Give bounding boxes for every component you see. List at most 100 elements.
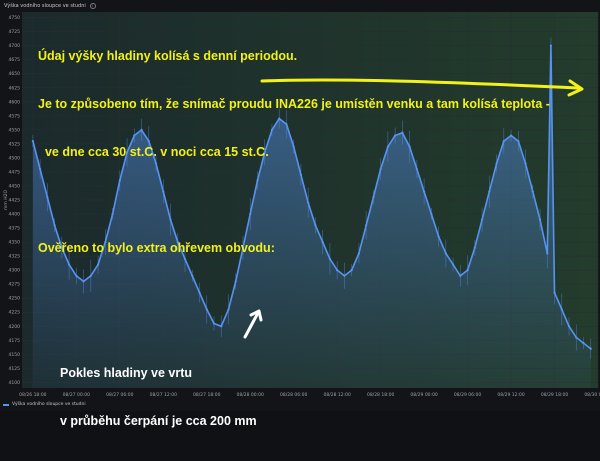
- data-point[interactable]: [524, 162, 527, 165]
- white-arrow: [243, 311, 260, 339]
- data-point[interactable]: [234, 280, 237, 283]
- yellow-arrow: [260, 78, 580, 90]
- data-point[interactable]: [495, 162, 498, 165]
- data-point[interactable]: [241, 246, 245, 249]
- note-line: Ověřeno to bylo extra ohřevem obvodu:: [38, 241, 275, 255]
- data-point[interactable]: [118, 179, 121, 182]
- data-point[interactable]: [401, 131, 404, 134]
- data-point[interactable]: [321, 240, 324, 244]
- data-point[interactable]: [423, 190, 426, 193]
- data-point[interactable]: [162, 190, 165, 193]
- y-tick-label: 4650: [9, 71, 21, 77]
- data-point[interactable]: [502, 139, 505, 143]
- x-tick-label: 08/29 06:00: [454, 392, 482, 398]
- data-point[interactable]: [176, 240, 179, 244]
- data-point[interactable]: [89, 274, 92, 277]
- data-point[interactable]: [67, 263, 71, 266]
- legend[interactable]: Výška vodního sloupce ve studni: [3, 402, 86, 407]
- note-line: ​: [38, 192, 550, 208]
- data-point[interactable]: [75, 274, 78, 277]
- data-point[interactable]: [278, 117, 281, 120]
- data-point[interactable]: [336, 269, 339, 272]
- data-point[interactable]: [39, 168, 42, 171]
- data-point[interactable]: [546, 252, 549, 255]
- annotation-arrows: [243, 78, 584, 339]
- white-arrow-head: [249, 309, 263, 322]
- data-point[interactable]: [560, 308, 563, 311]
- data-point[interactable]: [575, 336, 578, 339]
- data-point[interactable]: [154, 162, 158, 165]
- data-point[interactable]: [220, 325, 223, 328]
- data-point[interactable]: [227, 308, 230, 311]
- data-point[interactable]: [408, 145, 411, 148]
- data-point[interactable]: [307, 201, 310, 204]
- data-point[interactable]: [314, 224, 317, 227]
- data-point[interactable]: [517, 139, 520, 143]
- data-point[interactable]: [466, 269, 469, 272]
- data-point[interactable]: [205, 308, 208, 311]
- data-point[interactable]: [379, 168, 382, 171]
- data-point[interactable]: [285, 123, 288, 126]
- data-point[interactable]: [343, 274, 346, 277]
- panel-title[interactable]: Výška vodního sloupce ve studni: [4, 3, 86, 9]
- data-point[interactable]: [140, 128, 143, 131]
- data-point[interactable]: [191, 274, 194, 277]
- data-point[interactable]: [104, 240, 107, 244]
- data-point[interactable]: [538, 218, 542, 221]
- data-point[interactable]: [459, 274, 462, 277]
- data-point[interactable]: [582, 342, 585, 345]
- y-axis-label: mm H2O: [3, 190, 9, 210]
- data-point[interactable]: [549, 44, 553, 47]
- data-point[interactable]: [82, 280, 85, 283]
- data-point[interactable]: [256, 179, 259, 182]
- x-tick-label: 08/26 18:00: [19, 392, 47, 398]
- data-point[interactable]: [415, 168, 418, 171]
- data-point[interactable]: [531, 190, 534, 193]
- data-point[interactable]: [365, 224, 368, 227]
- data-point[interactable]: [488, 190, 491, 193]
- data-point[interactable]: [125, 151, 129, 154]
- data-point[interactable]: [444, 252, 447, 255]
- data-point[interactable]: [60, 246, 63, 249]
- legend-label: Výška vodního sloupce ve studni: [12, 402, 86, 407]
- data-point[interactable]: [567, 325, 571, 328]
- data-point[interactable]: [111, 212, 114, 216]
- data-point[interactable]: [589, 347, 592, 350]
- data-point[interactable]: [198, 291, 201, 294]
- data-point[interactable]: [96, 263, 100, 266]
- data-point[interactable]: [169, 218, 172, 221]
- data-point[interactable]: [350, 269, 353, 272]
- data-point[interactable]: [147, 139, 150, 143]
- info-icon[interactable]: i: [89, 3, 96, 9]
- data-point[interactable]: [292, 145, 295, 148]
- data-point[interactable]: [509, 134, 513, 137]
- y-tick-label: 4600: [9, 99, 21, 105]
- legend-swatch: [3, 403, 9, 406]
- x-tick-label: 08/27 00:00: [63, 392, 91, 398]
- y-tick-label: 4725: [9, 29, 21, 35]
- data-point[interactable]: [270, 128, 274, 131]
- data-point[interactable]: [372, 196, 375, 199]
- data-point[interactable]: [480, 218, 484, 221]
- data-point[interactable]: [299, 173, 303, 176]
- data-point[interactable]: [328, 257, 332, 261]
- data-point[interactable]: [212, 322, 216, 325]
- data-point[interactable]: [357, 252, 361, 255]
- data-point[interactable]: [473, 246, 476, 249]
- y-tick-label: 4625: [9, 85, 21, 91]
- data-point[interactable]: [437, 235, 440, 238]
- data-point[interactable]: [31, 139, 34, 143]
- x-tick-label: 08/29 12:00: [497, 392, 525, 398]
- data-point[interactable]: [46, 196, 49, 199]
- data-point[interactable]: [249, 212, 252, 216]
- data-point[interactable]: [430, 212, 433, 216]
- chart-panel: Výška vodního sloupce ve studni i 4100 41…: [3, 3, 600, 428]
- data-point[interactable]: [451, 263, 455, 266]
- data-point[interactable]: [394, 134, 397, 137]
- data-point[interactable]: [53, 224, 56, 227]
- data-point[interactable]: [386, 145, 389, 148]
- data-point[interactable]: [133, 134, 136, 137]
- data-point[interactable]: [183, 257, 187, 261]
- data-point[interactable]: [263, 151, 266, 154]
- data-point[interactable]: [553, 291, 556, 294]
